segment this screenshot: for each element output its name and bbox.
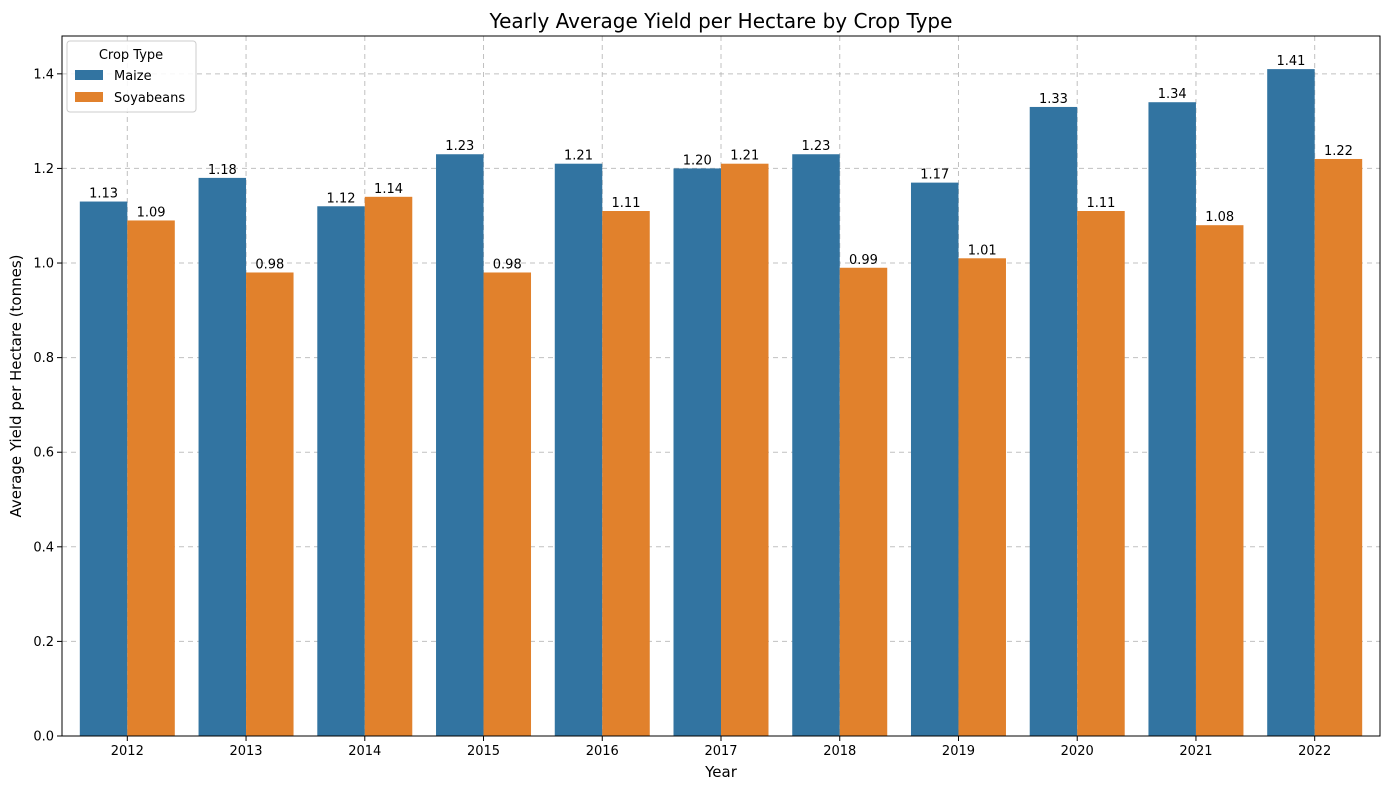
x-tick-label: 2014 [348,744,381,759]
bar-maize-2019 [910,182,959,736]
bar-soyabeans-2013 [246,272,294,736]
x-axis: 2012 2013 2014 2015 2016 2017 2018 2019 2020 2021… [111,736,1331,759]
bar-maize-2015 [436,154,484,737]
bar-maize-2017 [673,168,721,736]
bar-label-soyabeans-2022: 1.22 [1324,144,1353,159]
bar-label-maize-2015: 1.23 [445,139,474,154]
bar-maize-2018 [792,154,840,737]
bar-soyabeans-2018 [839,267,888,736]
y-tick-label: 0.2 [33,635,54,650]
bar-soyabeans-2017 [721,163,769,736]
bar-soyabeans-2019 [958,258,1006,736]
x-tick-label: 2013 [229,744,262,759]
x-tick-label: 2019 [942,744,975,759]
legend-swatch-maize [75,70,103,80]
bar-maize-2020 [1029,106,1078,737]
x-tick-label: 2012 [111,744,144,759]
bar-soyabeans-2012 [127,220,175,736]
bars [79,69,1363,737]
bar-label-maize-2012: 1.13 [89,187,118,202]
bar-label-maize-2013: 1.18 [208,163,237,178]
bar-label-soyabeans-2020: 1.11 [1086,196,1115,211]
bar-soyabeans-2014 [364,196,413,737]
x-tick-label: 2017 [704,744,737,759]
bar-label-maize-2020: 1.33 [1039,92,1068,107]
bar-maize-2021 [1148,102,1196,737]
y-axis: 0.0 0.2 0.4 0.6 0.8 1.0 1.2 1.4 [33,67,62,745]
x-tick-label: 2022 [1298,744,1331,759]
y-tick-label: 1.2 [33,162,54,177]
bar-label-maize-2021: 1.34 [1158,87,1187,102]
y-tick-label: 0.6 [33,446,54,461]
y-tick-label: 0.4 [33,540,54,555]
chart-title: Yearly Average Yield per Hectare by Crop… [489,9,953,33]
bar-soyabeans-2021 [1195,225,1244,736]
bar-maize-2014 [317,206,365,736]
y-tick-label: 1.0 [33,257,54,272]
bar-label-soyabeans-2016: 1.11 [612,196,641,211]
bar-label-maize-2014: 1.12 [327,191,356,206]
bar-soyabeans-2015 [483,272,532,736]
bar-label-soyabeans-2013: 0.98 [255,257,284,272]
bar-label-soyabeans-2012: 1.09 [137,205,166,220]
bar-label-maize-2017: 1.20 [683,153,712,168]
y-tick-label: 0.0 [33,730,54,745]
bar-soyabeans-2016 [602,211,650,736]
y-tick-label: 1.4 [33,67,54,82]
legend-label-maize: Maize [114,69,152,84]
bar-maize-2016 [554,163,603,736]
bar-label-soyabeans-2019: 1.01 [968,243,997,258]
bar-label-soyabeans-2014: 1.14 [374,182,403,197]
bar-label-soyabeans-2017: 1.21 [730,149,759,164]
bar-soyabeans-2020 [1077,211,1125,736]
bar-label-soyabeans-2021: 1.08 [1205,210,1234,225]
bar-label-maize-2022: 1.41 [1276,54,1305,69]
legend-label-soyabeans: Soyabeans [114,91,185,106]
bar-label-soyabeans-2018: 0.99 [849,253,878,268]
bar-label-maize-2019: 1.17 [920,168,949,183]
bar-maize-2013 [198,177,247,736]
y-axis-label: Average Yield per Hectare (tonnes) [7,254,25,517]
x-tick-label: 2021 [1179,744,1212,759]
bar-labels: 1.13 1.18 1.12 1.23 1.21 1.20 1.23 1.17 1.33 1.34… [89,54,1353,272]
y-tick-label: 0.8 [33,351,54,366]
bar-maize-2022 [1267,69,1315,737]
bar-label-maize-2018: 1.23 [802,139,831,154]
x-tick-label: 2020 [1061,744,1094,759]
x-tick-label: 2018 [823,744,856,759]
x-tick-label: 2015 [467,744,500,759]
legend: Crop Type Maize Soyabeans [66,40,197,113]
x-axis-label: Year [704,763,738,781]
bar-soyabeans-2022 [1314,158,1363,737]
bar-maize-2012 [79,201,128,737]
legend-title: Crop Type [99,48,163,63]
legend-swatch-soyabeans [75,92,103,102]
x-tick-label: 2016 [586,744,619,759]
bar-label-soyabeans-2015: 0.98 [493,257,522,272]
bar-label-maize-2016: 1.21 [564,149,593,164]
